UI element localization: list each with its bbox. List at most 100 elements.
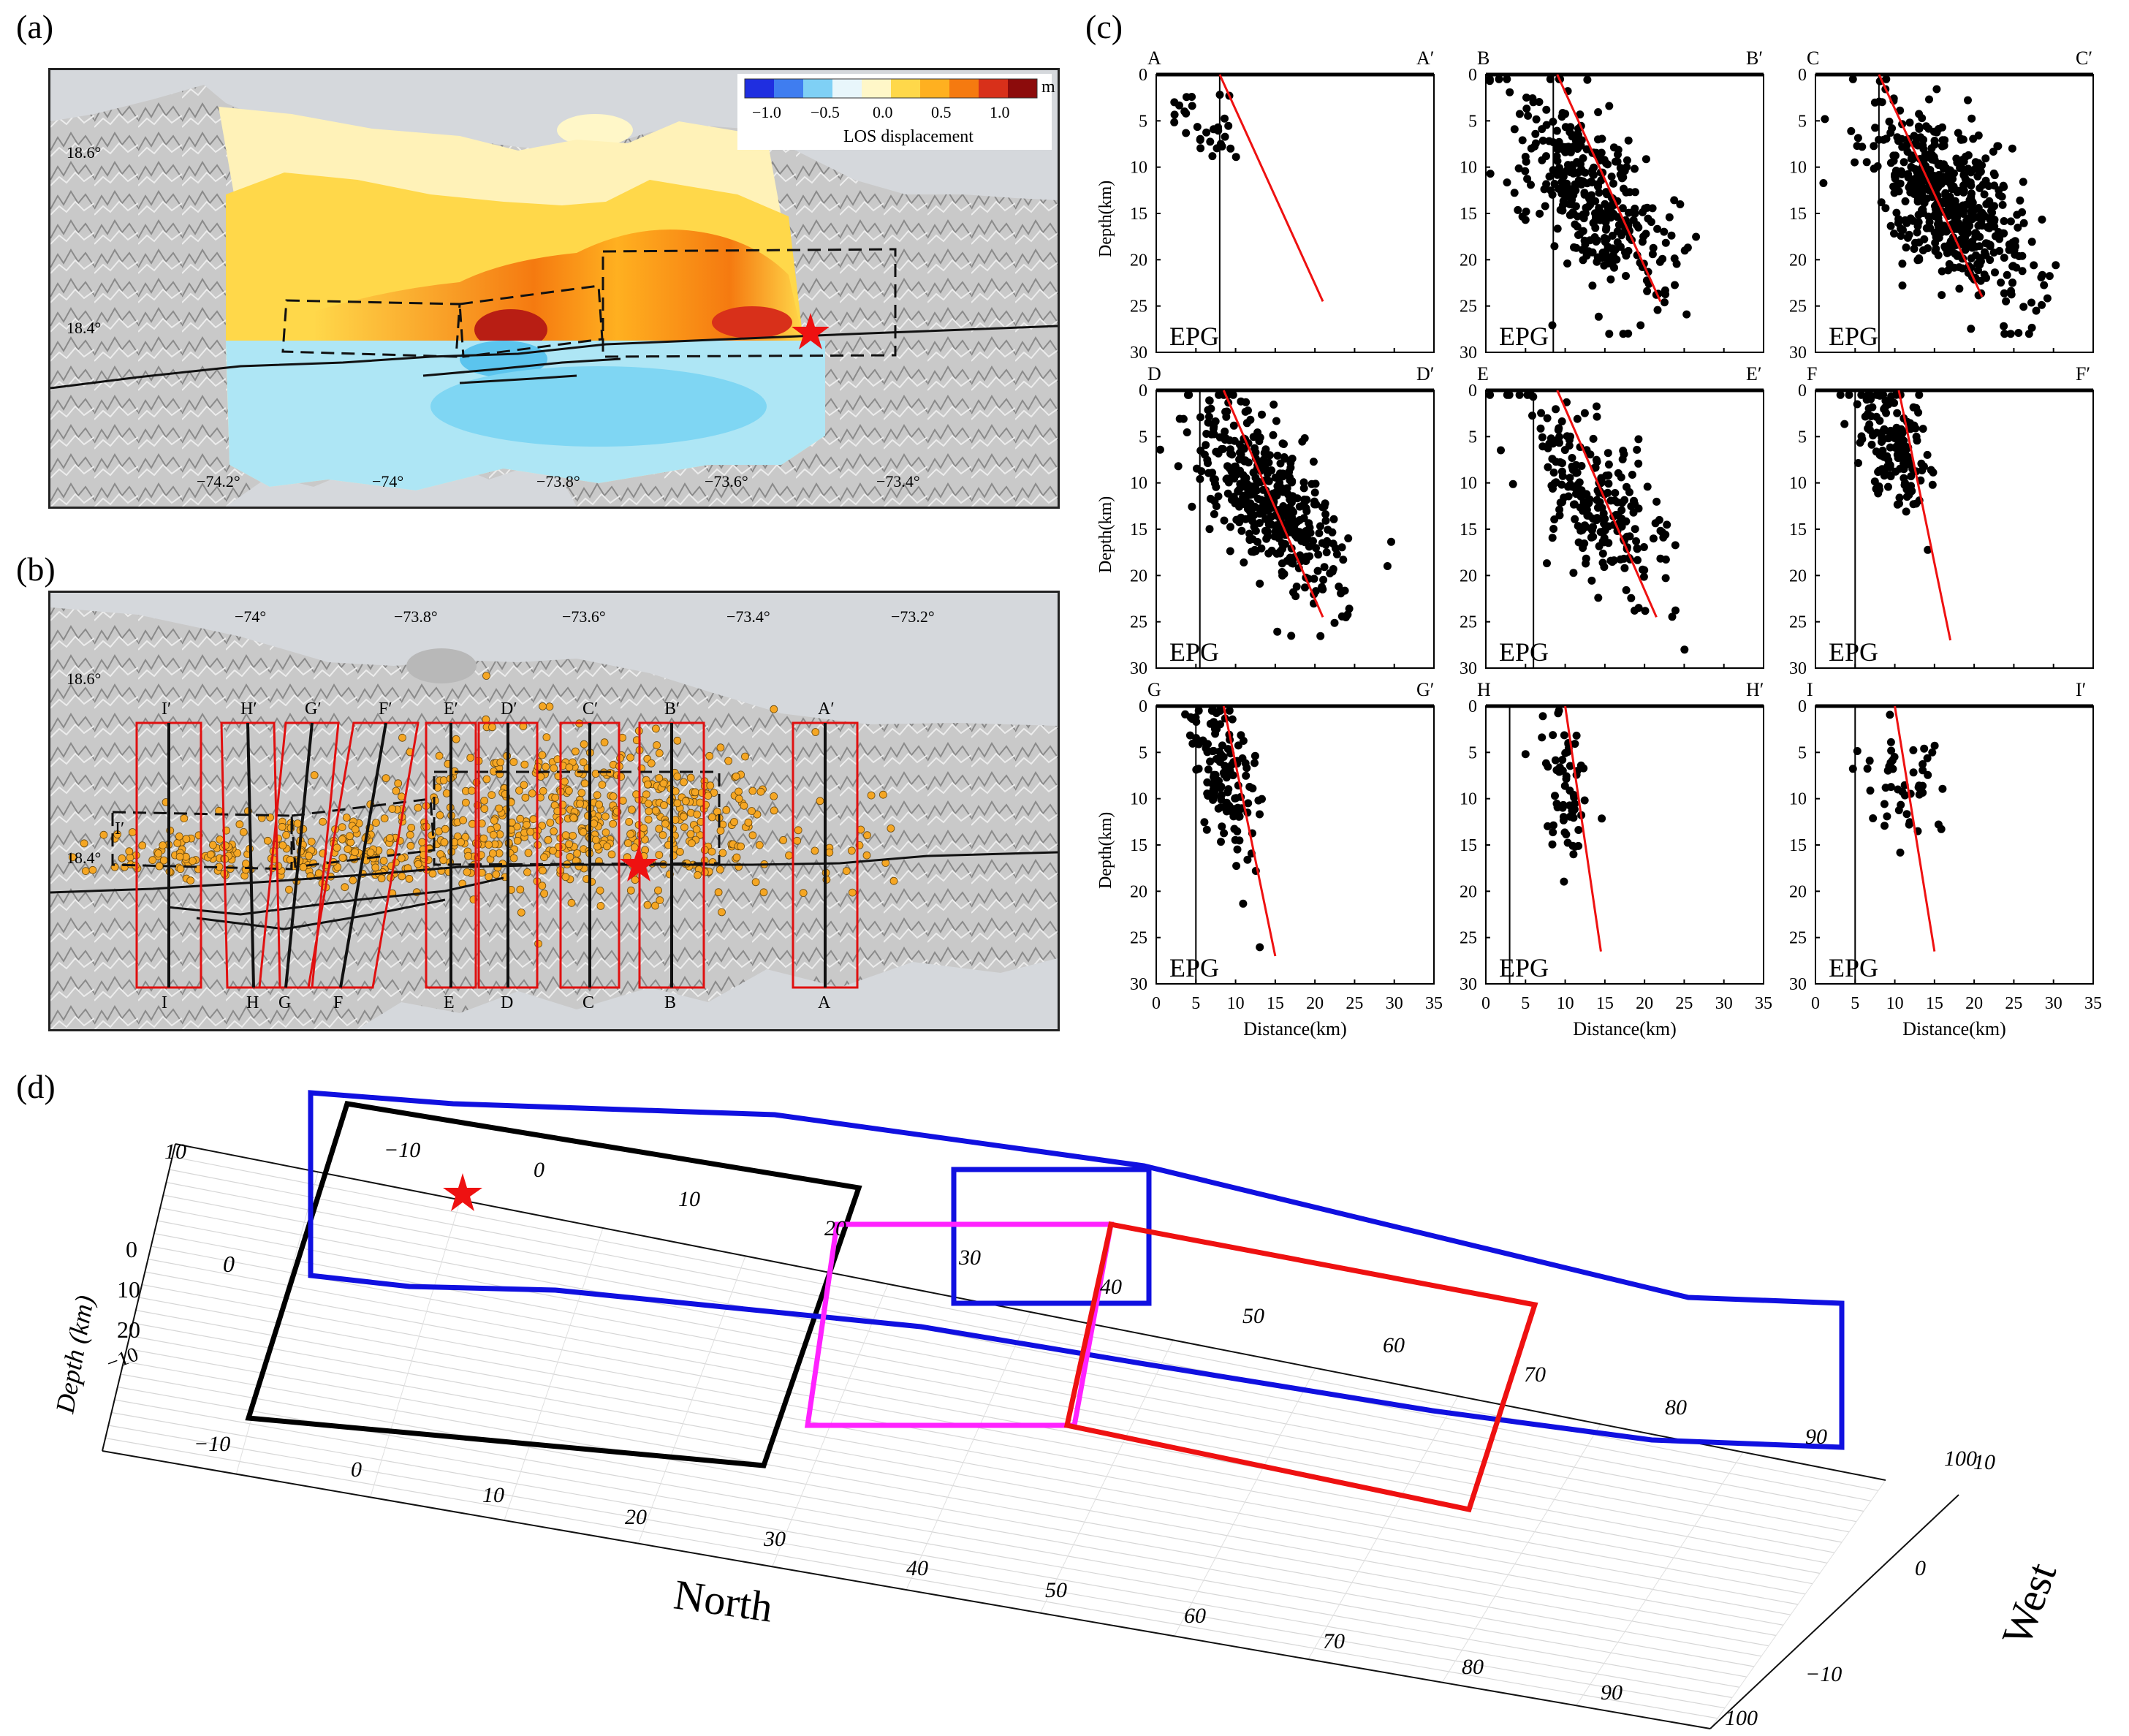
aftershock-dot [338, 854, 347, 862]
aftershock-dot [216, 835, 224, 844]
panel-label-d: (d) [16, 1068, 56, 1105]
hypocenter-dot [1884, 482, 1892, 491]
hypocenter-dot [1634, 435, 1643, 444]
hypocenter-dot [1233, 845, 1242, 854]
lon-label-736: −73.6° [705, 472, 748, 490]
aftershock-dot [285, 885, 293, 894]
hypocenter-dot [1155, 445, 1164, 454]
hypocenter-dot [1886, 738, 1895, 746]
hypocenter-dot [1865, 757, 1874, 765]
hypocenter-dot [1663, 520, 1671, 529]
hypocenter-dot [1896, 179, 1905, 188]
hypocenter-dot [1217, 791, 1226, 800]
hypocenter-dot [1561, 110, 1570, 118]
west-axis [1709, 1494, 1959, 1729]
aftershock-dot [656, 896, 664, 905]
hypocenter-dot [1573, 414, 1582, 423]
y-tick-label: 15 [1130, 520, 1147, 539]
aftershock-dot [825, 848, 834, 857]
aftershock-dot [379, 857, 388, 865]
hypocenter-dot [1595, 189, 1604, 197]
fault-splay [422, 357, 621, 377]
hypocenter-dot [1549, 118, 1557, 126]
epicenter-star [792, 313, 830, 349]
aftershock-dot [534, 939, 542, 948]
hypocenter-dot [1582, 203, 1590, 212]
hypocenter-dot [1617, 506, 1626, 515]
y-tick-label: 5 [1139, 112, 1147, 131]
hypocenter-dot [1312, 587, 1320, 596]
hypocenter-dot [1486, 170, 1495, 178]
aftershock-dot [609, 792, 618, 800]
aftershock-dot [755, 841, 764, 849]
aftershock-dot [794, 826, 802, 835]
x-tick-label: 5 [1851, 994, 1859, 1013]
hypocenter-dot [1316, 632, 1325, 640]
profile-plot: 0 5 10 15 20 25 30 D D′ EPG Depth(km) [1096, 363, 1435, 678]
hypocenter-dot [1335, 583, 1343, 591]
hypocenter-dot [1524, 111, 1533, 120]
aftershock-dot [463, 868, 471, 876]
hypocenter-dot [1237, 443, 1246, 452]
hypocenter-dot [1313, 566, 1322, 575]
aftershock-dot [305, 852, 314, 860]
y-tick-label: 25 [1460, 613, 1477, 632]
hypocenter-dot [1248, 784, 1257, 793]
hypocenter-dot [1309, 458, 1318, 466]
hypocenter-dot [1575, 478, 1584, 487]
hypocenter-dot [1634, 504, 1643, 513]
hypocenter-dot [1503, 75, 1511, 83]
hypocenter-dot [1210, 718, 1218, 727]
fault-splay-2 [196, 898, 446, 930]
hypocenter-dot [1577, 136, 1586, 145]
hypocenter-dot [1878, 465, 1886, 474]
y-tick-label: 0 [1468, 382, 1477, 401]
hypocenter-dot [1196, 134, 1204, 143]
hypocenter-dot [1980, 190, 1989, 199]
hypocenter-dot [1898, 259, 1907, 268]
aftershock-dot [561, 873, 570, 882]
y-tick-label: 10 [1130, 159, 1147, 178]
aftershock-dot [517, 908, 525, 917]
aftershock-dot [561, 777, 569, 786]
aftershock-dot [770, 705, 778, 713]
hypocenter-dot [1593, 496, 1601, 504]
hypocenter-dot [1192, 765, 1201, 774]
hypocenter-dot [1655, 257, 1664, 266]
aftershock-dot [624, 839, 632, 847]
hypocenter-dot [1200, 818, 1209, 827]
hypocenter-dot [1613, 227, 1622, 235]
y-tick-label: 5 [1139, 743, 1147, 762]
hypocenter-dot [1214, 126, 1223, 135]
profile-start-label: C [1807, 48, 1819, 69]
hypocenter-dot [1676, 200, 1685, 208]
y-tick-label: 30 [1130, 659, 1147, 678]
hypocenter-dot [1214, 804, 1223, 813]
profile-box [307, 721, 420, 989]
hypocenter-dot [1660, 227, 1669, 236]
hypocenter-dot [1639, 565, 1647, 574]
hypocenter-dot [1193, 464, 1201, 473]
profile-boxes: I′ I H′ H G′ G F′ F E′ E D′ D C′ C B′ B A′ A [135, 700, 859, 1012]
hypocenter-dot [1510, 125, 1519, 134]
axis-tick-right-corner: 100 [1944, 1447, 1977, 1471]
hypocenter-dot [1874, 390, 1882, 399]
profile-start-label: D [1147, 363, 1161, 384]
profile-start-label: B [1477, 48, 1489, 69]
epg-label: EPG [1169, 637, 1219, 667]
hypocenter-dot [2000, 322, 2008, 330]
colorbar-swatch [832, 79, 862, 98]
hypocenter-dot [1622, 585, 1631, 594]
hypocenter-dot [2012, 263, 2021, 272]
aftershock-dot [338, 835, 346, 844]
hypocenter-dot [1232, 862, 1241, 871]
colorbar-swatch [1008, 79, 1038, 98]
aftershock-dot [480, 805, 489, 813]
x-axis-label: Distance(km) [1243, 1018, 1347, 1039]
aftershock-dot [539, 702, 547, 710]
hypocenter-dot [1224, 121, 1233, 130]
hypocenter-dot [1630, 496, 1638, 505]
hypocenter-dot [1251, 502, 1259, 511]
hypocenter-dot [1569, 210, 1578, 219]
hypocenter-dot [2006, 217, 2015, 226]
